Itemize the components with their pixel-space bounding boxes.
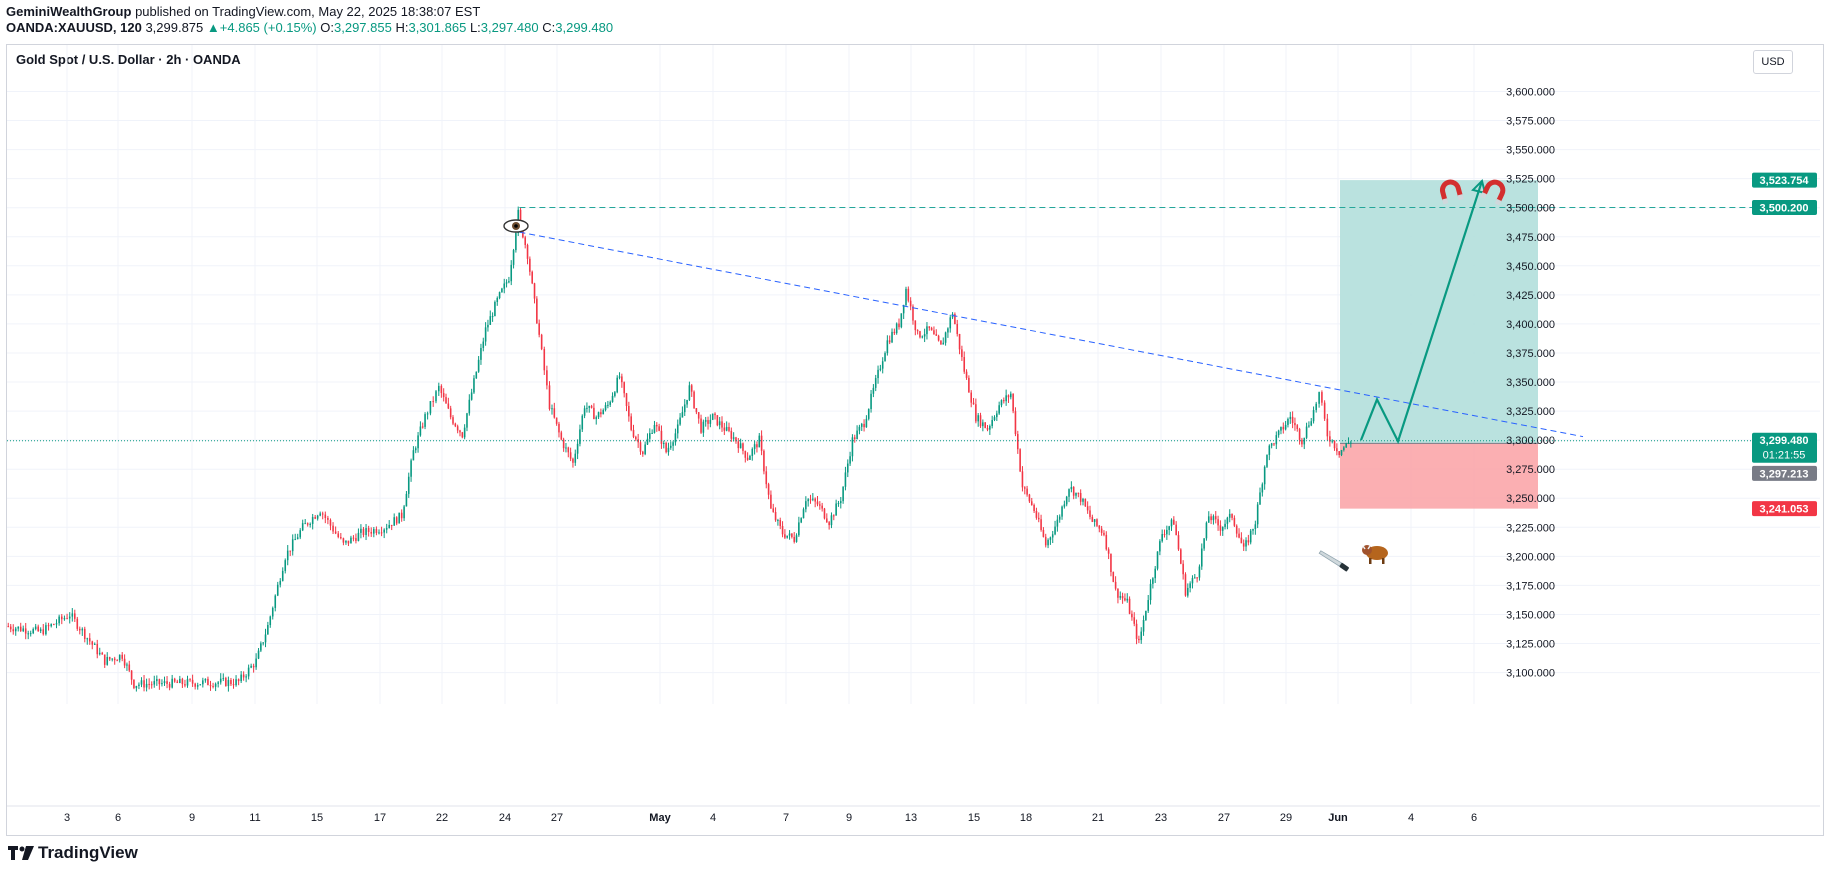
change-value: ▲+4.865 (+0.15%) xyxy=(206,20,317,35)
publish-line: GeminiWealthGroup published on TradingVi… xyxy=(6,4,480,19)
publish-info: published on TradingView.com, May 22, 20… xyxy=(135,4,481,19)
open-value: 3,297.855 xyxy=(334,20,392,35)
low-value: 3,297.480 xyxy=(480,20,539,35)
currency-button[interactable]: USD xyxy=(1753,50,1793,74)
chart-title: Gold Spot / U.S. Dollar · 2h · OANDA xyxy=(16,52,241,67)
ohlc-line: OANDA:XAUUSD, 120 3,299.875 ▲+4.865 (+0.… xyxy=(6,20,613,35)
chart-frame[interactable] xyxy=(6,44,1824,836)
high-value: 3,301.865 xyxy=(408,20,467,35)
low-label: L: xyxy=(469,20,481,35)
open-label: O: xyxy=(320,20,334,35)
high-label: H: xyxy=(395,20,409,35)
close-label: C: xyxy=(542,20,556,35)
symbol-label: OANDA:XAUUSD, 120 xyxy=(6,20,142,35)
last-price: 3,299.875 xyxy=(145,20,204,35)
author-name[interactable]: GeminiWealthGroup xyxy=(6,4,132,19)
tradingview-logo-icon xyxy=(8,846,34,860)
footer-brand[interactable]: TradingView xyxy=(8,843,138,863)
close-value: 3,299.480 xyxy=(555,20,614,35)
change-text: +4.865 (+0.15%) xyxy=(219,20,317,35)
tradingview-brand: TradingView xyxy=(38,843,138,862)
